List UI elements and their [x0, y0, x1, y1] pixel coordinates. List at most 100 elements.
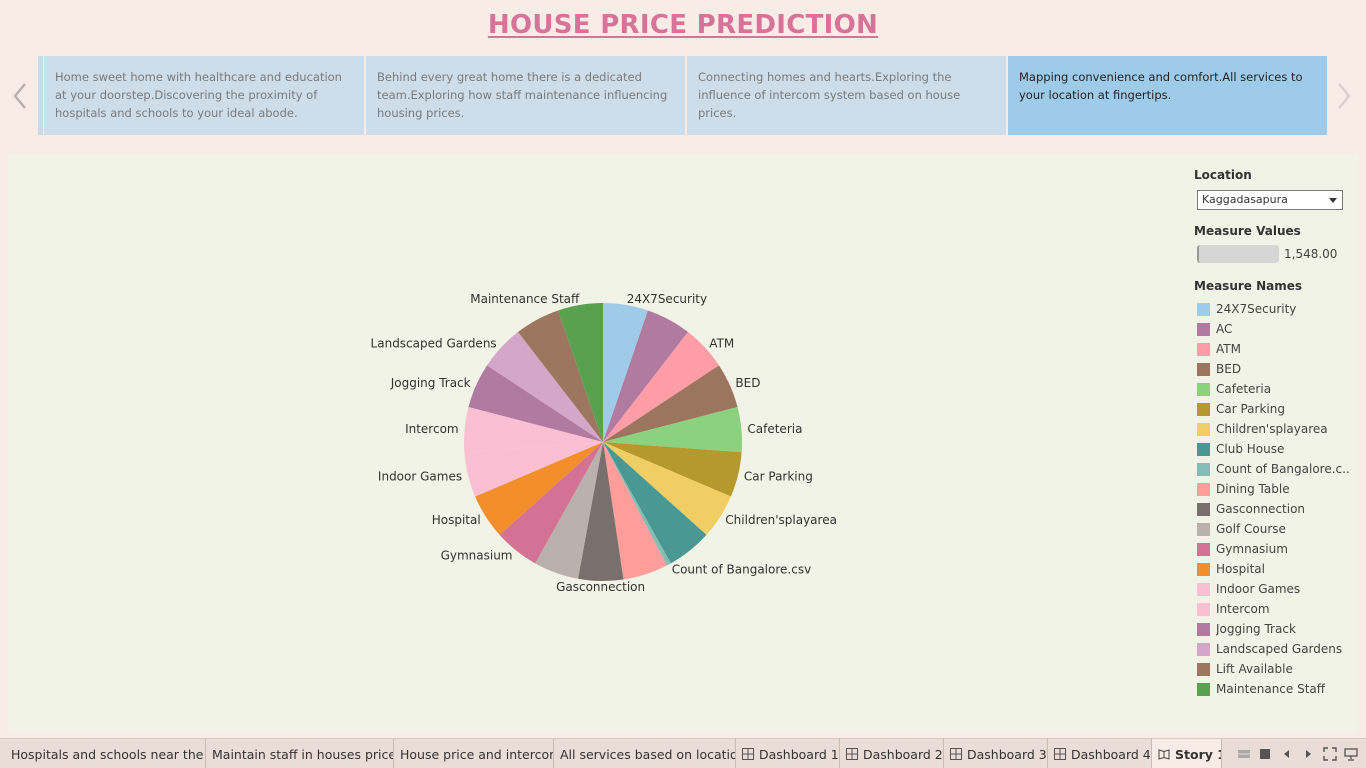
legend-label: Lift Available	[1216, 662, 1293, 676]
legend-item[interactable]: Lift Available	[1197, 659, 1354, 679]
pie-slice[interactable]	[603, 442, 671, 566]
pie-slice-label: ATM	[709, 336, 734, 350]
pie-slice[interactable]	[603, 442, 667, 580]
pie-slice-label: Hospital	[432, 513, 481, 527]
legend-label: Golf Course	[1216, 522, 1286, 536]
legend-item[interactable]: Golf Course	[1197, 519, 1354, 539]
legend-item[interactable]: Car Parking	[1197, 399, 1354, 419]
show-filmstrip-button[interactable]	[1236, 747, 1252, 761]
pie-slice[interactable]	[603, 310, 688, 442]
tab-story-1[interactable]: Story 1	[1152, 739, 1222, 768]
legend-label: Landscaped Gardens	[1216, 642, 1343, 656]
legend-item[interactable]: Jogging Track	[1197, 619, 1354, 639]
pie-chart[interactable]: 24X7Security ATM BED Cafeteria Car Parking Ch…	[8, 154, 1178, 732]
legend-label: Indoor Games	[1216, 582, 1301, 596]
chevron-right-icon	[1338, 83, 1351, 109]
tab-house-price-intercom[interactable]: House price and intercom	[394, 739, 554, 768]
pie-slice[interactable]	[603, 406, 743, 453]
pie-slice-label: Count of Bangalore.csv	[672, 563, 812, 577]
dashboard-icon	[742, 748, 754, 760]
legend-item[interactable]: BED	[1197, 359, 1354, 379]
legend-label: AC	[1216, 322, 1233, 336]
show-tabs-button[interactable]	[1257, 747, 1273, 761]
pie-slice[interactable]	[577, 442, 624, 581]
legend-swatch	[1197, 422, 1210, 436]
tab-label: Story 1	[1175, 746, 1222, 762]
scroll-tabs-right-button[interactable]	[1300, 747, 1316, 761]
legend-item[interactable]: Dining Table	[1197, 479, 1354, 499]
tab-label: All services based on location	[560, 746, 736, 762]
story-points-navigator: Home sweet home with healthcare and educ…	[38, 56, 1328, 135]
fullscreen-button[interactable]	[1322, 747, 1338, 761]
pie-slice-label: Intercom	[405, 422, 459, 436]
tab-hospitals-schools[interactable]: Hospitals and schools near the h...	[5, 739, 206, 768]
pie-slice[interactable]	[603, 442, 742, 497]
legend-swatch	[1197, 602, 1210, 616]
legend-item[interactable]: 24X7Security	[1197, 299, 1354, 319]
pie-slice[interactable]	[475, 442, 603, 535]
legend-label: ATM	[1216, 342, 1241, 356]
previous-story-point-button[interactable]	[8, 80, 32, 112]
legend-swatch	[1197, 442, 1210, 456]
legend-label: Hospital	[1216, 562, 1265, 576]
tab-dashboard-1[interactable]: Dashboard 1	[736, 739, 840, 768]
pie-slice[interactable]	[603, 442, 731, 535]
legend-item[interactable]: Landscaped Gardens	[1197, 639, 1354, 659]
measure-values-value: 1,548.00	[1284, 247, 1338, 261]
legend-item[interactable]: Cafeteria	[1197, 379, 1354, 399]
legend-item[interactable]: Intercom	[1197, 599, 1354, 619]
tab-maintain-staff[interactable]: Maintain staff in houses prices	[206, 739, 394, 768]
location-dropdown-value: Kaggadasapura	[1202, 193, 1288, 206]
tab-label: House price and intercom	[400, 746, 554, 762]
tab-all-services[interactable]: All services based on location	[554, 739, 736, 768]
measure-values-slider[interactable]	[1197, 245, 1279, 263]
legend-item[interactable]: AC	[1197, 319, 1354, 339]
legend-swatch	[1197, 362, 1210, 376]
pie-slice[interactable]	[603, 365, 738, 442]
legend-swatch	[1197, 622, 1210, 636]
tab-dashboard-3[interactable]: Dashboard 3	[944, 739, 1048, 768]
legend-swatch	[1197, 542, 1210, 556]
story-point-2[interactable]: Behind every great home there is a dedic…	[366, 56, 685, 135]
story-point-3[interactable]: Connecting homes and hearts.Exploring th…	[687, 56, 1006, 135]
next-story-point-button[interactable]	[1332, 80, 1356, 112]
legend-item[interactable]: Hospital	[1197, 559, 1354, 579]
legend-swatch	[1197, 482, 1210, 496]
dashboard-icon	[846, 748, 858, 760]
page-title: HOUSE PRICE PREDICTION	[487, 10, 879, 40]
pie-slice[interactable]	[518, 310, 603, 442]
pie-slice[interactable]	[535, 442, 603, 579]
legend-item[interactable]: Children'splayarea	[1197, 419, 1354, 439]
presentation-mode-button[interactable]	[1343, 747, 1359, 761]
story-point-1[interactable]: Home sweet home with healthcare and educ…	[44, 56, 364, 135]
pie-slice[interactable]	[487, 332, 603, 442]
location-dropdown[interactable]: Kaggadasapura	[1197, 190, 1343, 210]
pie-slice[interactable]	[463, 406, 603, 453]
legend-label: BED	[1216, 362, 1242, 376]
pie-slice[interactable]	[499, 442, 603, 564]
tab-dashboard-2[interactable]: Dashboard 2	[840, 739, 944, 768]
legend-item[interactable]: Count of Bangalore.c..	[1197, 459, 1354, 479]
legend-item[interactable]: Indoor Games	[1197, 579, 1354, 599]
pie-slice[interactable]	[468, 365, 603, 442]
fullscreen-icon	[1323, 747, 1337, 761]
scroll-tabs-left-button[interactable]	[1279, 747, 1295, 761]
triangle-left-icon	[1284, 750, 1289, 758]
story-point-4[interactable]: Mapping convenience and comfort.All serv…	[1008, 56, 1327, 135]
pie-slice[interactable]	[603, 303, 648, 442]
legend-item[interactable]: Gymnasium	[1197, 539, 1354, 559]
measure-names-title: Measure Names	[1194, 279, 1303, 293]
legend-item[interactable]: Gasconnection	[1197, 499, 1354, 519]
pie-slice[interactable]	[464, 442, 603, 497]
tab-dashboard-4[interactable]: Dashboard 4	[1048, 739, 1152, 768]
legend-item[interactable]: Maintenance Staff	[1197, 679, 1354, 699]
legend-label: 24X7Security	[1216, 302, 1297, 316]
pie-slice[interactable]	[558, 303, 603, 442]
pie-slice[interactable]	[603, 442, 707, 564]
dashboard-icon	[950, 748, 962, 760]
pie-slice-label: 24X7Security	[627, 292, 707, 306]
dashboard-canvas: 24X7Security ATM BED Cafeteria Car Parking Ch…	[8, 154, 1358, 732]
pie-slice[interactable]	[603, 332, 719, 442]
legend-item[interactable]: ATM	[1197, 339, 1354, 359]
legend-item[interactable]: Club House	[1197, 439, 1354, 459]
